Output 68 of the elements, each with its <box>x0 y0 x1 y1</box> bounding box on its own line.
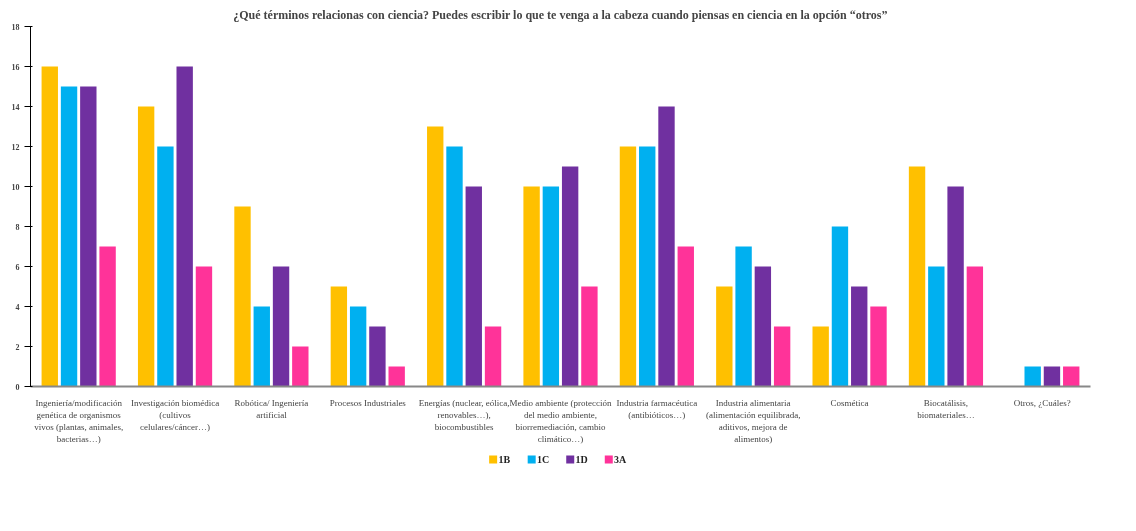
bar <box>966 266 984 387</box>
bar <box>716 286 733 387</box>
y-tick-label: 8 <box>15 222 20 232</box>
bar <box>1063 366 1080 387</box>
bar <box>157 146 174 387</box>
bar <box>947 186 964 387</box>
x-tick-label: Procesos Industriales <box>329 397 407 408</box>
bar <box>137 106 155 387</box>
y-tick-label: 16 <box>11 62 20 72</box>
bar <box>812 326 829 387</box>
chart-title: ¿Qué términos relacionas con ciencia? Puedes escribir lo que te venga a la cabeza cuando piensas en ciencia en la opción “otros” <box>233 7 888 22</box>
bar <box>176 66 193 387</box>
bar <box>542 186 560 387</box>
legend-label: 1B <box>498 454 511 465</box>
bar <box>330 286 348 387</box>
y-tick-label: 18 <box>11 22 20 32</box>
bar <box>60 86 78 387</box>
bar <box>234 206 251 387</box>
bar <box>80 86 97 387</box>
bar <box>484 326 502 387</box>
bar <box>292 346 309 387</box>
bar <box>735 246 752 387</box>
legend-label: 1D <box>575 454 588 465</box>
bar <box>272 266 290 387</box>
bar <box>99 246 116 387</box>
y-tick-label: 4 <box>15 302 20 312</box>
x-tick-label: Investigación biomédica (cultivos celulares/cáncer…) <box>130 397 220 432</box>
x-tick-label: Otros, ¿Cuáles? <box>1013 397 1071 408</box>
x-tick-label: Industria alimentaria (alimentación equilibrada, aditivos, mejora de alimentos) <box>706 397 801 444</box>
bar <box>581 286 598 387</box>
y-tick-label: 6 <box>15 262 20 272</box>
x-tick-label: Robótica/ Ingeniería artificial <box>234 397 309 420</box>
bar <box>388 366 405 387</box>
bar <box>1024 366 1041 387</box>
x-tick-label: Cosmética <box>830 397 869 408</box>
bar <box>908 166 926 387</box>
x-tick-label: Industria farmacéutica (antibióticos…) <box>616 397 698 420</box>
bar <box>446 146 463 387</box>
bar <box>870 306 887 387</box>
bar <box>831 226 849 387</box>
bar <box>639 146 656 387</box>
legend-label: 1C <box>536 454 550 465</box>
x-tick-label: Energías (nuclear, eólica, renovables…), biocombustibles <box>418 397 510 432</box>
bar <box>773 326 791 387</box>
bar <box>195 266 213 387</box>
bar <box>369 326 386 387</box>
bar <box>465 186 482 387</box>
bar <box>561 166 579 387</box>
bar <box>619 146 637 387</box>
x-tick-label: Ingeniería/modificación genética de organismos vivos (plantas, animales, bacterias…) <box>34 397 124 444</box>
bar <box>851 286 868 387</box>
bar <box>523 186 540 387</box>
bar <box>928 266 945 387</box>
y-tick-label: 12 <box>11 142 20 152</box>
bar <box>658 106 675 387</box>
x-tick-label: Biocatálisis, biomateriales… <box>917 397 975 420</box>
y-tick-label: 0 <box>15 382 20 392</box>
bar <box>754 266 772 387</box>
y-tick-label: 10 <box>11 182 20 192</box>
y-tick-label: 2 <box>15 342 20 352</box>
bar <box>41 66 58 387</box>
legend-label: 3A <box>614 454 628 465</box>
bar <box>349 306 367 387</box>
bar <box>427 126 444 387</box>
bar <box>1043 366 1061 387</box>
bar <box>253 306 270 387</box>
bar <box>677 246 694 387</box>
y-tick-label: 14 <box>11 102 20 112</box>
